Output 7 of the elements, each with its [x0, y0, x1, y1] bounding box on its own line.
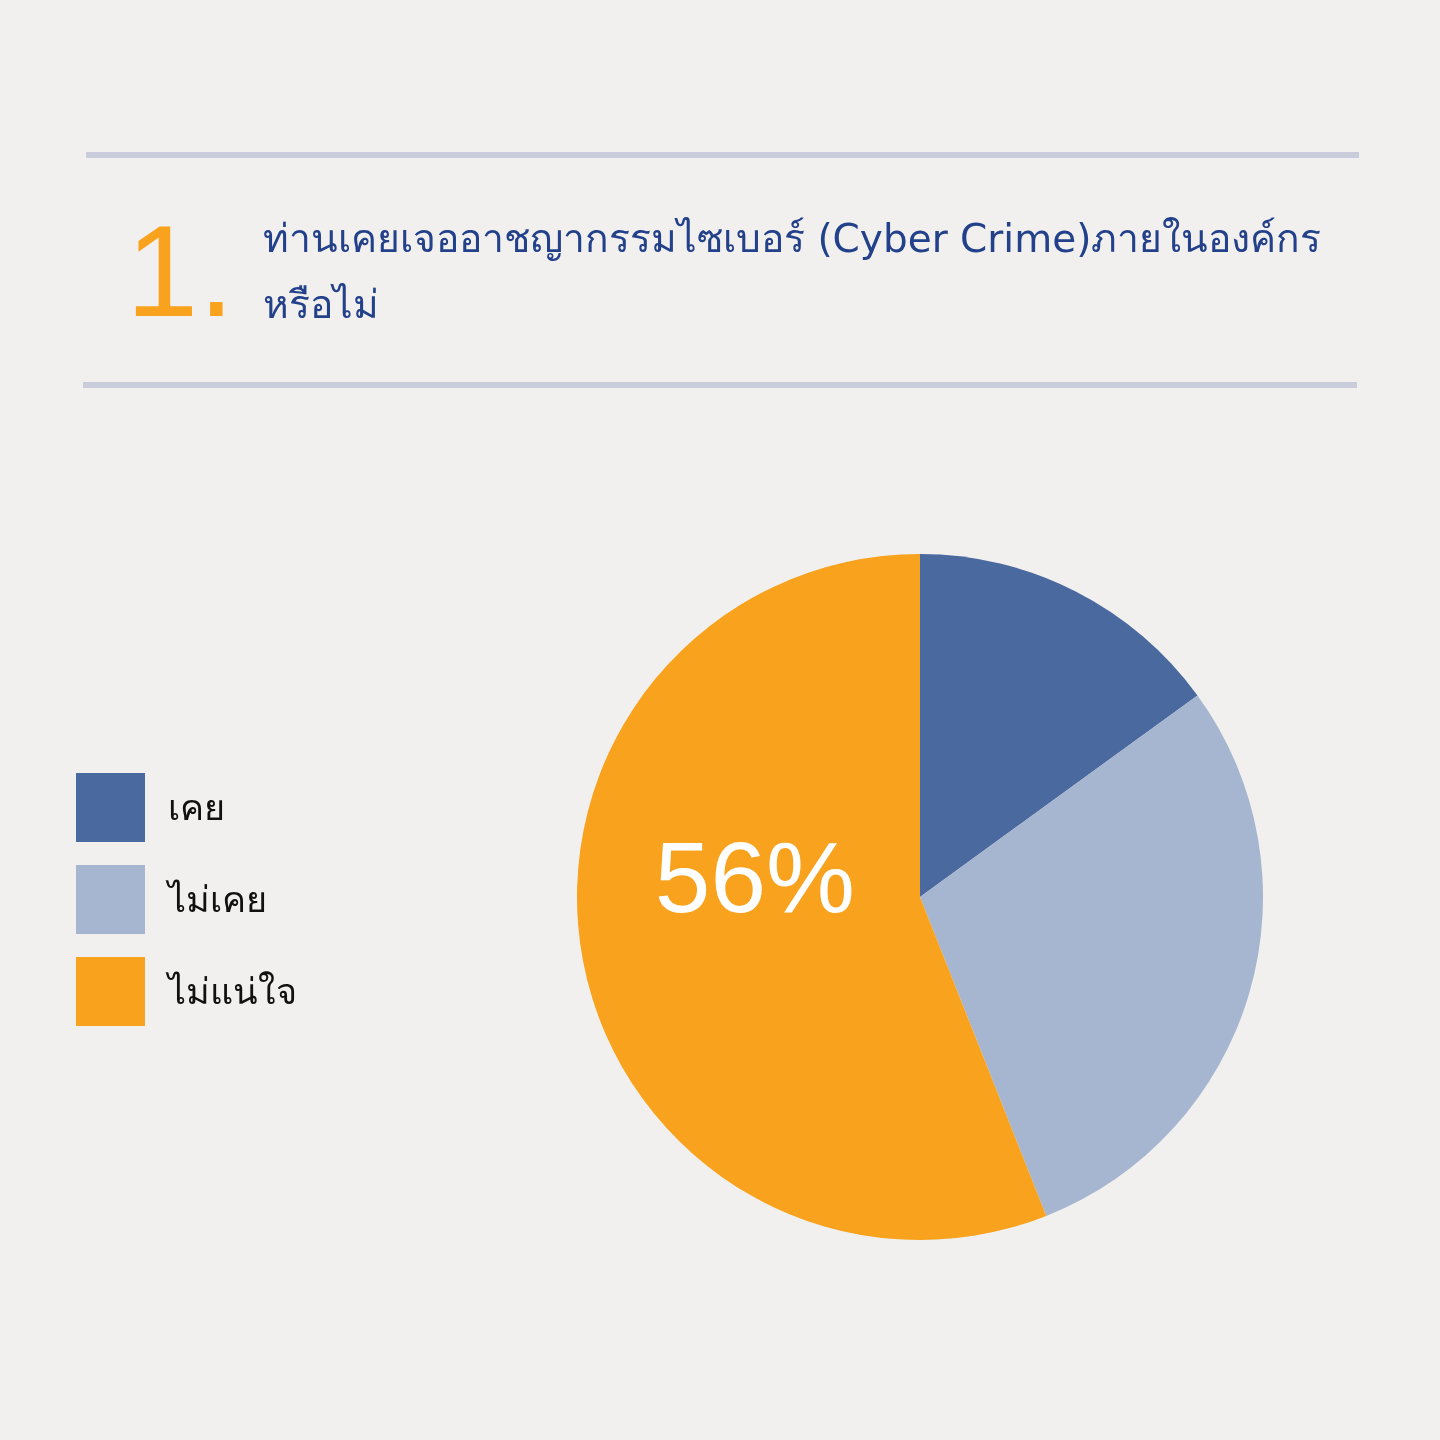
pie-slice — [920, 554, 1198, 897]
legend-label: เคย — [168, 786, 225, 830]
text: 1. — [126, 198, 235, 344]
pie-slice — [920, 695, 1263, 1216]
chart-title: ท่านเคยเจออาชญากรรมไซเบอร์ (Cyber Crime)ภายในองค์กรหรือไม่ — [263, 215, 1323, 329]
pie-slice — [577, 554, 1047, 1240]
data-label: 56% — [654, 821, 855, 934]
